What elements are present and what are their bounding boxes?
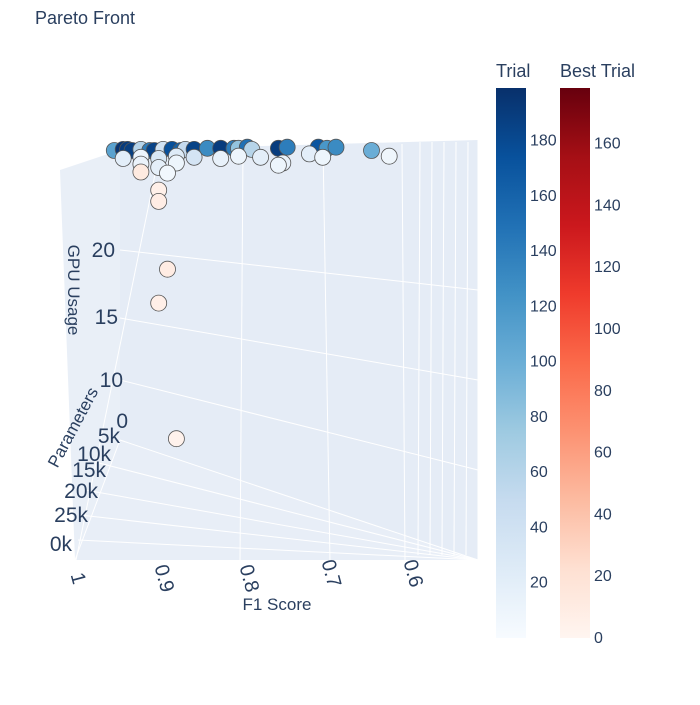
colorbar-best-trial-ramp [560, 88, 590, 638]
data-points [105, 138, 398, 448]
colorbar-trial-ramp [496, 88, 526, 638]
grid-line [239, 147, 244, 566]
z-tick-label: 20k [64, 480, 98, 503]
grid-line [429, 141, 433, 556]
trial-point[interactable] [114, 150, 132, 167]
colorbar-tick-label: 100 [594, 321, 621, 338]
trial-point[interactable] [159, 164, 176, 182]
colorbar-tick-label: 160 [594, 136, 621, 153]
colorbar-tick-label: 20 [594, 568, 612, 585]
colorbar-tick-label: 60 [530, 464, 548, 481]
best-trial-point[interactable] [132, 163, 150, 181]
grid-line [322, 145, 331, 564]
trial-point[interactable] [327, 138, 345, 156]
colorbar-trial: Trial 20 40 60 80 100 120 140 160 180 [496, 61, 557, 638]
colorbar-tick-label: 40 [530, 519, 548, 536]
grid-line [453, 141, 457, 556]
x-tick-label: 0.9 [150, 562, 178, 595]
best-trial-point[interactable] [159, 260, 176, 278]
x-tick-label: 0.7 [317, 557, 345, 590]
colorbar-trial-ticks: 20 40 60 80 100 120 140 160 180 [530, 133, 557, 592]
colorbar-tick-label: 180 [530, 133, 557, 150]
grid-lines [74, 140, 479, 566]
grid-line [119, 317, 479, 381]
grid-line [119, 249, 479, 291]
trial-point[interactable] [230, 147, 247, 165]
grid-line [465, 141, 469, 556]
colorbar-tick-label: 60 [594, 445, 612, 462]
colorbar-tick-label: 160 [530, 188, 557, 205]
x-axis-title: F1 Score [243, 595, 312, 614]
left-wall [60, 150, 120, 560]
colorbar-tick-label: 0 [594, 630, 603, 647]
grid-line [79, 514, 479, 561]
trial-point[interactable] [314, 148, 332, 166]
trial-point[interactable] [185, 148, 203, 166]
y-tick-label: 20 [92, 239, 115, 262]
trial-point[interactable] [212, 150, 230, 167]
grid-line [77, 539, 479, 561]
colorbar-tick-label: 20 [530, 575, 548, 592]
z-tick-label: 15k [72, 459, 106, 482]
trial-point[interactable] [363, 142, 380, 159]
colorbar-tick-label: 120 [530, 298, 557, 315]
y-axis-title: GPU Usage [64, 245, 83, 336]
colorbar-trial-title: Trial [496, 61, 530, 81]
trial-point[interactable] [252, 148, 270, 166]
trial-point[interactable] [278, 138, 296, 156]
z-tick-label: 10k [77, 443, 111, 466]
trial-point[interactable] [380, 147, 398, 165]
y-tick-label: 15 [95, 306, 118, 329]
scene-panes [60, 140, 478, 560]
floor-plane [75, 440, 478, 560]
back-wall [120, 140, 478, 560]
colorbar-tick-label: 140 [594, 197, 621, 214]
colorbar-tick-label: 140 [530, 243, 557, 260]
x-tick-label: 0.8 [235, 562, 263, 595]
trial-point[interactable] [269, 156, 287, 174]
best-trial-point[interactable] [167, 430, 185, 448]
y-tick-label: 0 [116, 410, 128, 433]
y-tick-label: 10 [100, 369, 123, 392]
colorbar-tick-label: 100 [530, 354, 557, 371]
grid-line [74, 149, 161, 566]
grid-line [441, 141, 445, 556]
colorbar-best-trial: Best Trial 0 20 40 60 80 100 120 140 160 [560, 61, 635, 647]
grid-line [417, 141, 421, 556]
grid-line [401, 143, 406, 563]
grid-line [84, 489, 479, 561]
x-tick-label: 1 [66, 570, 90, 586]
best-trial-point[interactable] [150, 192, 168, 210]
z-tick-label: 0k [50, 533, 73, 556]
grid-line [94, 461, 479, 561]
z-tick-label: 25k [54, 504, 88, 527]
colorbar-tick-label: 80 [530, 409, 548, 426]
best-trial-point[interactable] [150, 294, 168, 312]
colorbar-tick-label: 40 [594, 506, 612, 523]
x-tick-label: 0.6 [399, 557, 427, 590]
chart-title: Pareto Front [35, 8, 135, 28]
colorbar-best-trial-title: Best Trial [560, 61, 635, 81]
colorbar-best-trial-ticks: 0 20 40 60 80 100 120 140 160 [594, 136, 621, 647]
z-tick-label: 5k [98, 425, 121, 448]
colorbar-tick-label: 80 [594, 383, 612, 400]
colorbar-tick-label: 120 [594, 259, 621, 276]
